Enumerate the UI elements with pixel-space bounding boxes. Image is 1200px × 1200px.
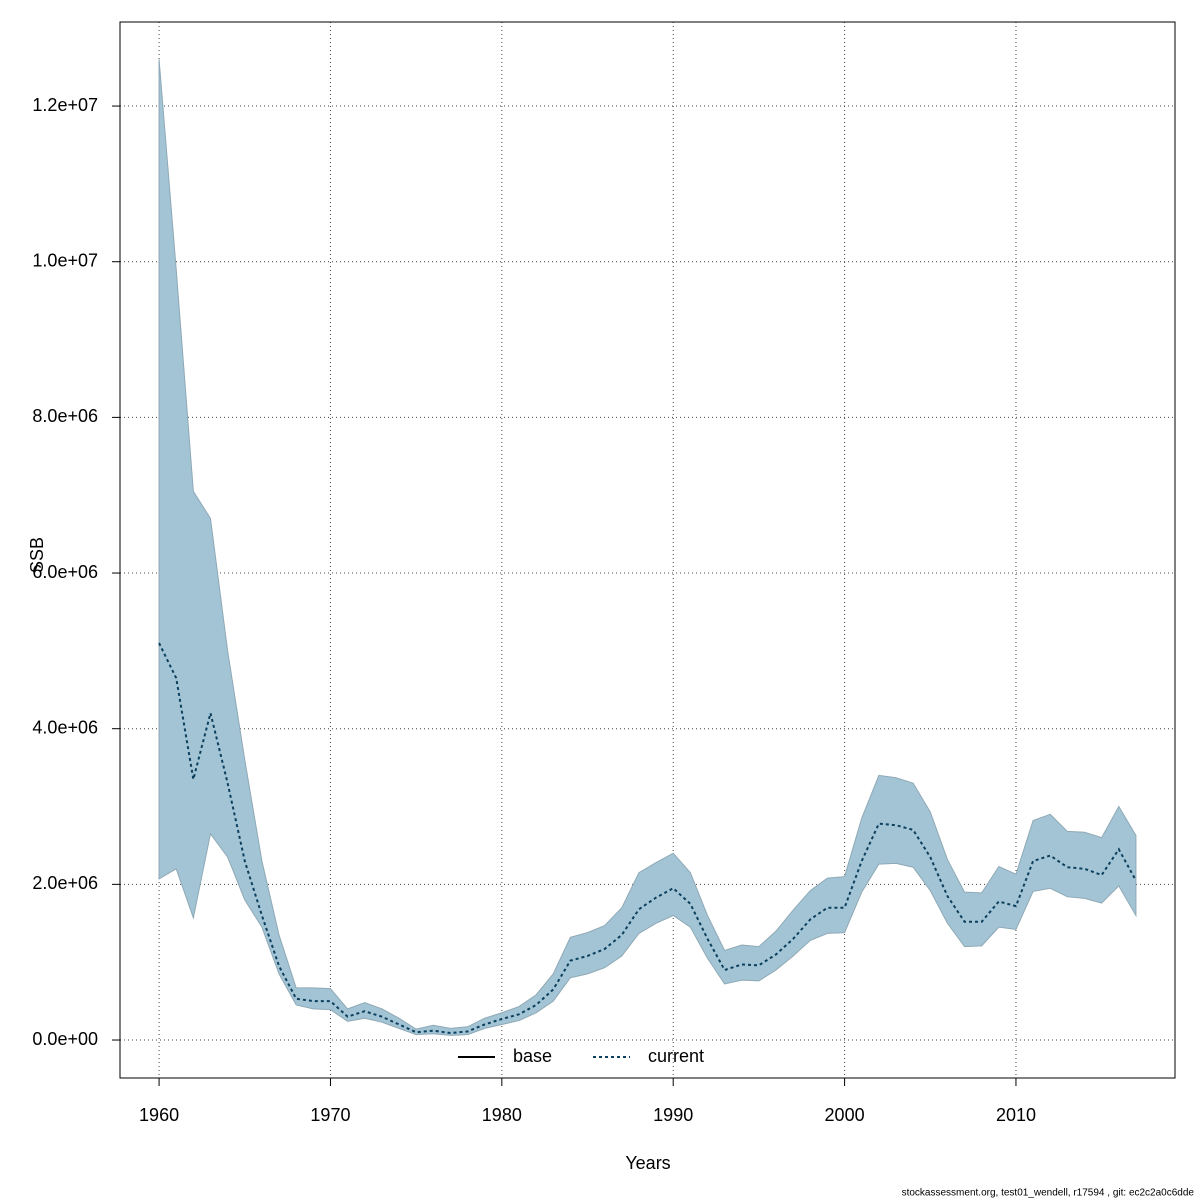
series-line xyxy=(158,642,1137,1035)
x-tick-label: 1990 xyxy=(653,1105,693,1125)
y-tick-label: 8.0e+06 xyxy=(32,406,98,426)
x-axis-label: Years xyxy=(625,1153,670,1173)
y-axis-label: SSB xyxy=(27,537,47,573)
x-tick-label: 2000 xyxy=(825,1105,865,1125)
y-tick-label: 0.0e+00 xyxy=(32,1029,98,1049)
y-tick-label: 6.0e+06 xyxy=(32,562,98,582)
confidence-band xyxy=(158,59,1137,1036)
y-tick-label: 1.2e+07 xyxy=(32,95,98,115)
y-tick-label: 1.0e+07 xyxy=(32,250,98,270)
footer: stockassessment.org, test01_wendell, r17… xyxy=(902,1188,1195,1199)
legend-label: current xyxy=(648,1046,704,1066)
x-tick-label: 1980 xyxy=(482,1105,522,1125)
x-tick-label: 2010 xyxy=(996,1105,1036,1125)
y-tick-label: 4.0e+06 xyxy=(32,717,98,737)
x-tick-label: 1970 xyxy=(310,1105,350,1125)
plot-frame xyxy=(119,21,1176,1079)
x-tick-label: 1960 xyxy=(139,1105,179,1125)
y-tick-label: 2.0e+06 xyxy=(32,873,98,893)
legend-label: base xyxy=(513,1046,552,1066)
